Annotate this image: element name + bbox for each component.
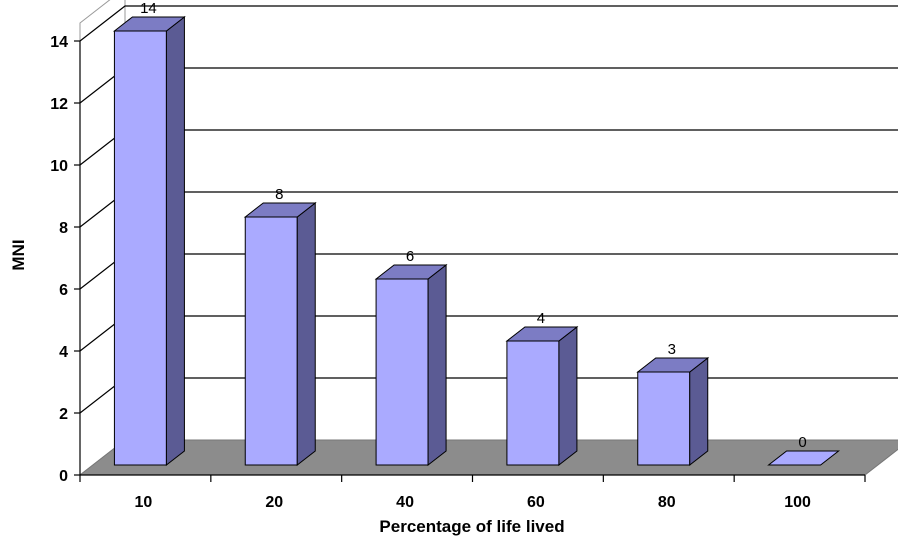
bar-front-20: [244, 216, 298, 466]
bar-40: [374, 263, 448, 467]
x-tick-label-20: 20: [265, 494, 283, 511]
y-tick-label-14: 14: [50, 34, 68, 51]
chart-floor: [78, 439, 898, 476]
bar-top-80: [636, 357, 710, 373]
y-tick-label-8: 8: [59, 220, 68, 237]
x-tick-label-10: 10: [135, 494, 153, 511]
data-label-40: 6: [406, 248, 414, 265]
bar-front-40: [375, 278, 429, 466]
data-label-100: 0: [798, 434, 806, 451]
bar-side-60: [558, 325, 578, 467]
bar-side-40: [427, 263, 447, 467]
data-label-80: 3: [668, 341, 676, 358]
bar-top-10: [112, 16, 186, 32]
floor-plane: [78, 439, 898, 476]
bar-top-60: [505, 326, 579, 342]
chart-walls: [79, 0, 898, 477]
x-axis-title: Percentage of life lived: [379, 517, 564, 536]
bar-10: [112, 15, 186, 467]
bar-60: [505, 325, 579, 467]
bar-80: [636, 356, 710, 467]
x-tick-label-40: 40: [396, 494, 414, 511]
bar-top-20: [243, 202, 317, 218]
y-axis-title: MNI: [9, 239, 28, 270]
bar-100: [767, 450, 841, 466]
data-label-10: 14: [140, 0, 157, 17]
bar-front-60: [506, 340, 560, 466]
y-tick-label-2: 2: [59, 406, 68, 423]
y-tick-label-0: 0: [59, 468, 68, 485]
x-tick-label-80: 80: [658, 494, 676, 511]
data-label-60: 4: [537, 310, 545, 327]
y-tick-label-12: 12: [50, 96, 68, 113]
bar-side-10: [165, 15, 185, 467]
labels: 0 2 4 6 8 10 12 14 14 10 8 20 6 40 4 60 3 80 0 100: [50, 0, 811, 511]
y-tick-label-10: 10: [50, 158, 68, 175]
y-tick-label-4: 4: [59, 344, 68, 361]
bars: [112, 15, 841, 467]
axes: [74, 40, 866, 482]
bar-front-80: [637, 371, 691, 466]
data-label-20: 8: [275, 186, 283, 203]
x-tick-label-100: 100: [784, 494, 811, 511]
bar-top-100: [767, 450, 841, 466]
bar-20: [243, 201, 317, 467]
x-tick-label-60: 60: [527, 494, 545, 511]
bar-side-20: [296, 201, 316, 467]
gridline-14: [79, 5, 898, 42]
bar-side-80: [689, 356, 709, 467]
bar-top-40: [374, 264, 448, 280]
bar-front-10: [113, 30, 167, 466]
y-tick-label-6: 6: [59, 282, 68, 299]
